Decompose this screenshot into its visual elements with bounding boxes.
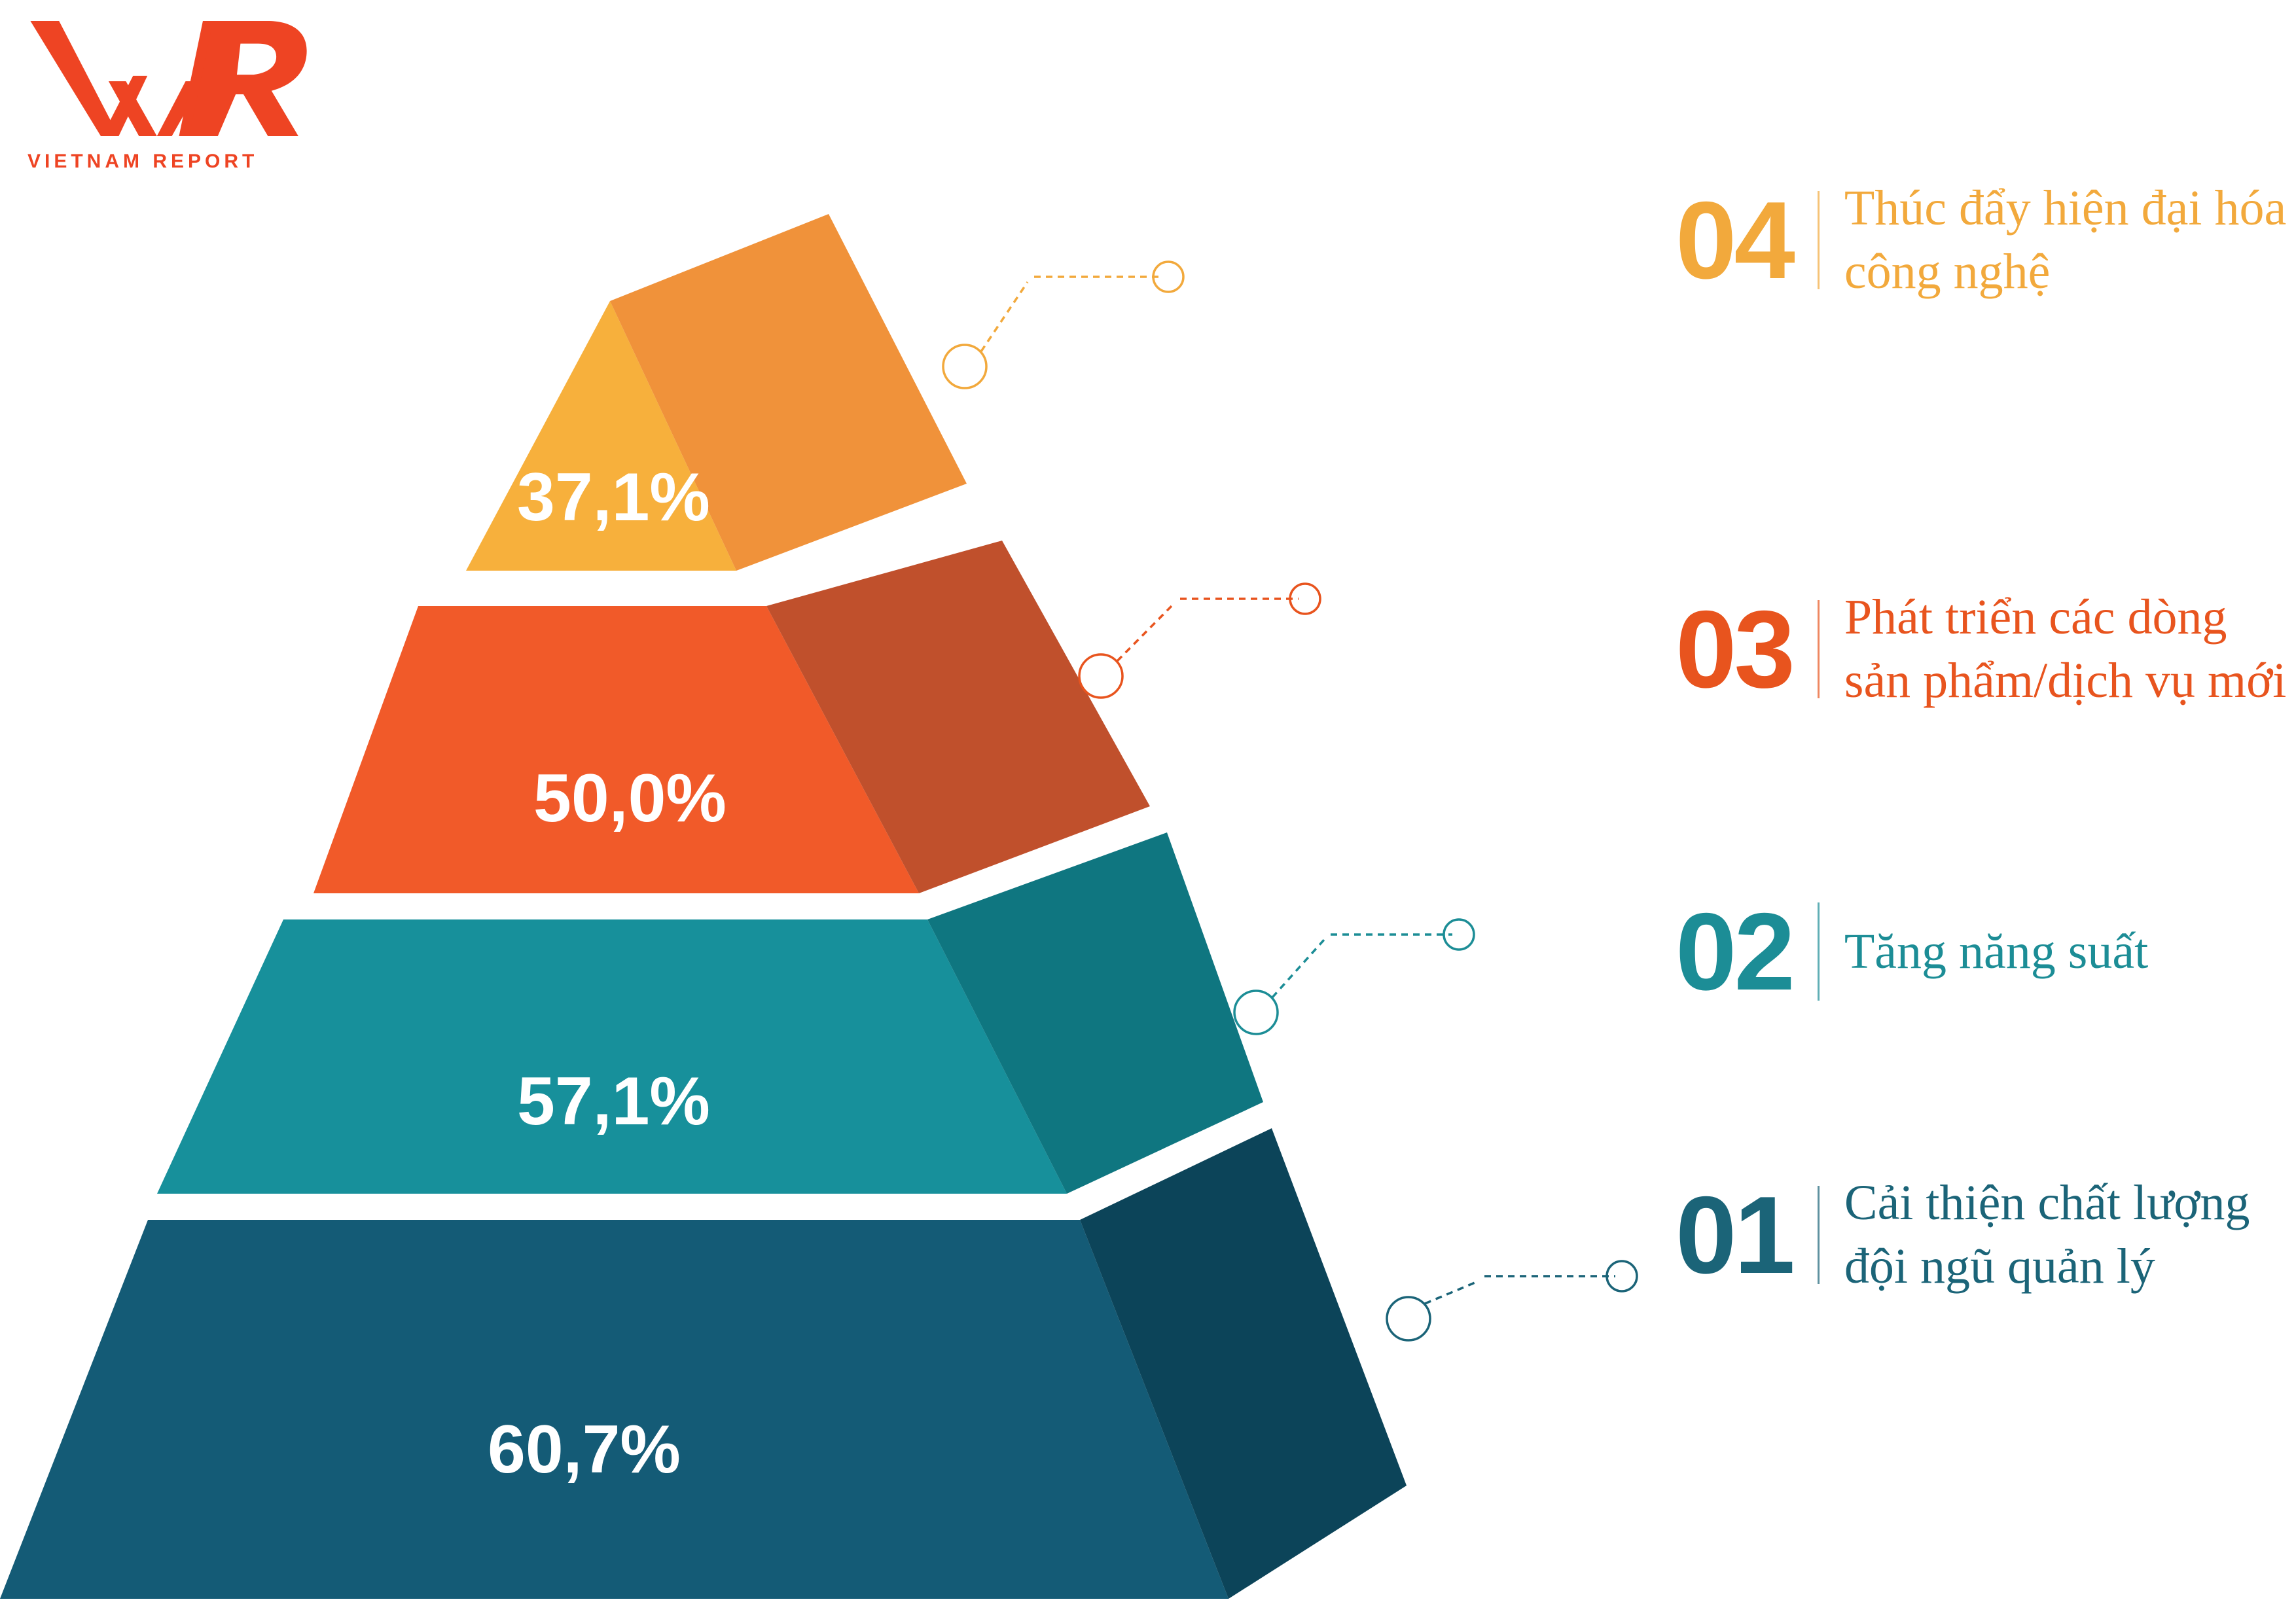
svg-text:37,1%: 37,1% — [517, 459, 710, 535]
svg-text:60,7%: 60,7% — [488, 1412, 681, 1488]
svg-text:57,1%: 57,1% — [517, 1063, 710, 1139]
svg-text:50,0%: 50,0% — [533, 760, 726, 836]
